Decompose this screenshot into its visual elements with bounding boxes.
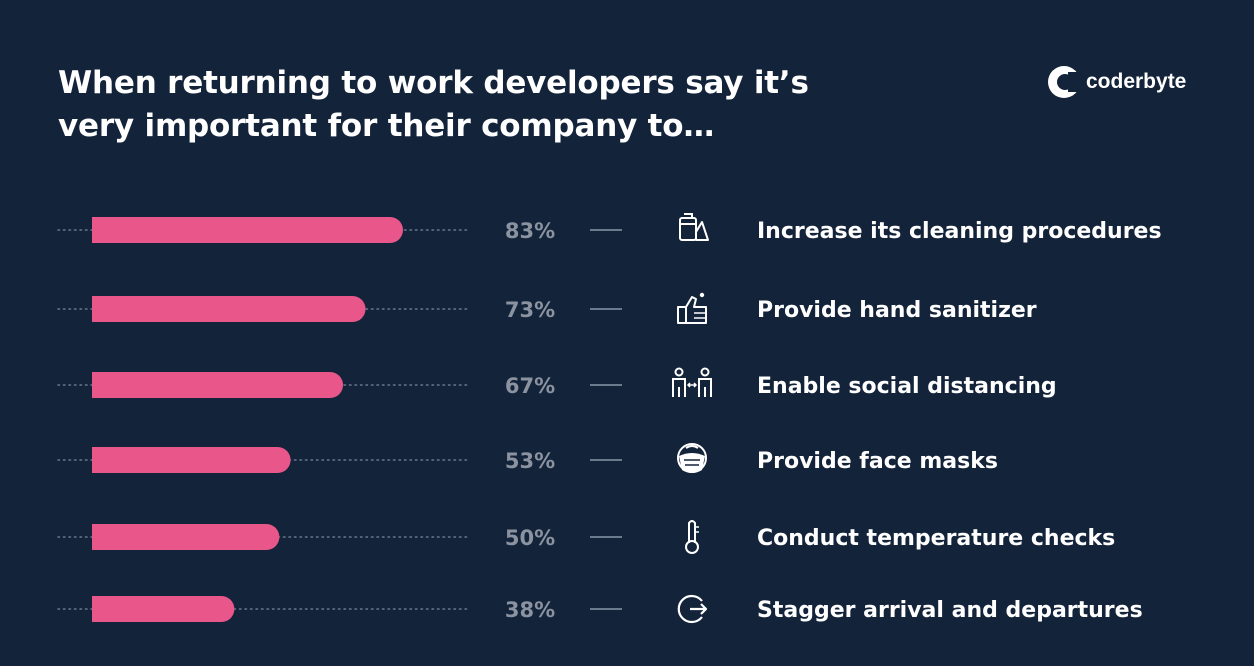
stagger-arrival-icon [677, 594, 708, 624]
value-label: 53% [505, 449, 555, 473]
category-label: Provide face masks [757, 449, 998, 474]
value-label: 50% [505, 526, 555, 550]
value-label: 67% [505, 374, 555, 398]
social-distancing-icon [672, 367, 712, 397]
icon-part [674, 367, 684, 377]
icon-part [685, 445, 699, 449]
chart-row: 73% Provide hand sanitizer [57, 292, 1037, 324]
icon-part [684, 459, 700, 466]
bar [92, 217, 403, 243]
bar [92, 596, 235, 622]
bar [92, 296, 366, 322]
chart-row: 38% Stagger arrival and departures [57, 594, 1143, 624]
icon-part [694, 312, 706, 319]
icon-part [686, 382, 698, 388]
bar-left-cap [92, 524, 118, 550]
icon-part [695, 221, 709, 241]
bar-left-cap [92, 217, 118, 243]
icon-part [677, 594, 703, 624]
bar [92, 524, 280, 550]
icon-part [677, 296, 707, 324]
category-label: Enable social distancing [757, 374, 1057, 399]
value-label: 83% [505, 219, 555, 243]
chart-row: 83% Increase its cleaning procedures [57, 213, 1162, 244]
brand-name: coderbyte [1086, 70, 1187, 93]
icon-part [699, 292, 705, 298]
value-label: 73% [505, 298, 555, 322]
category-label: Conduct temperature checks [757, 526, 1115, 551]
icon-part [679, 453, 705, 473]
chart-row: 67% Enable social distancing [57, 367, 1057, 399]
bar [92, 447, 291, 473]
title-line-1: When returning to work developers say it… [58, 65, 809, 101]
icon-part [695, 526, 699, 533]
hand-sanitizer-icon [677, 292, 707, 324]
icon-part [672, 378, 712, 397]
bar [92, 372, 344, 398]
icon-part [690, 603, 708, 615]
chart-row: 53% Provide face masks [57, 443, 998, 474]
category-label: Stagger arrival and departures [757, 598, 1143, 623]
value-label: 38% [505, 598, 555, 622]
title-line-2: very important for their company to… [58, 108, 715, 144]
chart-title: When returning to work developers say it… [58, 62, 958, 148]
icon-part [679, 217, 697, 241]
icon-part [680, 213, 696, 225]
icon-part [700, 367, 710, 377]
chart-row: 50% Conduct temperature checks [57, 520, 1115, 554]
category-label: Increase its cleaning procedures [757, 219, 1162, 244]
category-label: Provide hand sanitizer [757, 298, 1037, 323]
icon-part [685, 540, 699, 554]
bar-left-cap [92, 596, 118, 622]
icon-part [688, 520, 696, 543]
coderbyte-logo-icon [1048, 66, 1082, 98]
coderbyte-logo[interactable]: coderbyte [1048, 66, 1186, 98]
bar-left-cap [92, 296, 118, 322]
cleaning-spray-icon [679, 213, 709, 241]
thermometer-icon [685, 520, 699, 554]
bar-left-cap [92, 447, 118, 473]
face-mask-icon [677, 443, 707, 473]
bar-left-cap [92, 372, 118, 398]
